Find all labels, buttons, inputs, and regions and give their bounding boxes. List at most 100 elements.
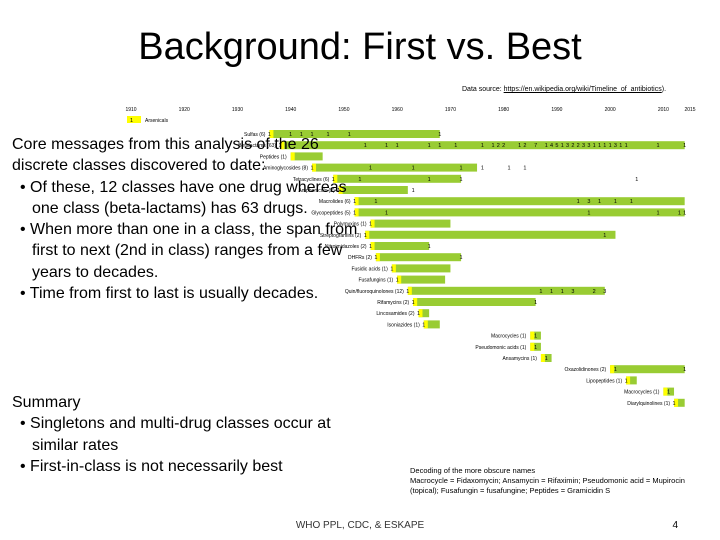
drug-count: 1 [374, 255, 377, 261]
drug-count: 1 [326, 132, 329, 138]
drug-count: 1 [412, 166, 415, 172]
name-decoding: Decoding of the more obscure names Macro… [410, 466, 710, 496]
drug-count: 1 [635, 177, 638, 183]
x-tick-label: 2015 [684, 107, 695, 113]
summary-heading: Summary [12, 394, 81, 411]
drug-count: 3 [614, 143, 617, 149]
class-bar [663, 387, 675, 396]
drug-count: 1 [561, 143, 564, 149]
x-tick-label: 1910 [125, 107, 136, 113]
first-in-class-mark [375, 253, 380, 262]
drug-count: 1 [396, 143, 399, 149]
x-tick-label: 2010 [658, 107, 669, 113]
summary: Summary Singletons and multi-drug classe… [12, 392, 362, 477]
drug-count: 1 [369, 244, 372, 250]
drug-count: 2 [523, 143, 526, 149]
first-in-class-mark [423, 320, 428, 329]
first-in-class-mark [530, 342, 535, 351]
drug-count: 1 [534, 345, 537, 351]
drug-count: 1 [672, 401, 675, 407]
drug-count: 1 [625, 378, 628, 384]
drug-count: 1 [348, 132, 351, 138]
drug-count: 1 [534, 300, 537, 306]
drug-count: 3 [582, 143, 585, 149]
drug-count: 1 [454, 143, 457, 149]
drug-count: 1 [369, 222, 372, 228]
drug-count: 1 [619, 143, 622, 149]
core-bullet: Of these, 12 classes have one drug where… [12, 177, 362, 220]
drug-count: 2 [577, 143, 580, 149]
core-bullets: Of these, 12 classes have one drug where… [12, 177, 362, 305]
drug-count: 1 [539, 289, 542, 295]
decoding-heading: Decoding of the more obscure names [410, 466, 536, 475]
drug-count: 1 [460, 177, 463, 183]
class-bar [290, 152, 323, 161]
first-in-class-mark [269, 130, 274, 138]
drug-count: 1 [417, 311, 420, 317]
first-in-class-mark [540, 354, 545, 362]
x-tick-label: 1940 [285, 107, 296, 113]
drug-count: 1 [300, 132, 303, 138]
class-bar [280, 141, 685, 150]
drug-count: 1 [428, 244, 431, 250]
x-tick-label: 1980 [498, 107, 509, 113]
class-bar [530, 331, 541, 340]
class-label: Lincosamides (2) [376, 311, 414, 317]
class-label: Fusafungins (1) [358, 278, 393, 284]
drug-count: 4 [550, 143, 553, 149]
drug-count: 1 [412, 188, 415, 194]
class-bar [674, 398, 685, 407]
class-label: Sulfas (6) [244, 132, 266, 138]
first-in-class-mark [312, 163, 317, 172]
drug-count: 2 [593, 289, 596, 295]
drug-count: 1 [593, 143, 596, 149]
data-source-link[interactable]: https://en.wikipedia.org/wiki/Timeline_o… [503, 86, 662, 93]
class-bar [354, 197, 685, 206]
drug-count: 1 [428, 177, 431, 183]
class-label: Fusidic acids (1) [351, 266, 388, 272]
class-bar [413, 298, 536, 306]
first-in-class-mark [530, 331, 535, 340]
drug-count: 2 [502, 143, 505, 149]
x-tick-label: 1950 [338, 107, 349, 113]
drug-count: 1 [396, 278, 399, 284]
drug-count: 1 [614, 367, 617, 373]
class-bar [540, 354, 552, 362]
first-in-class-mark [407, 286, 412, 295]
drug-count: 1 [614, 199, 617, 205]
first-in-class-mark [370, 219, 375, 228]
drug-count: 1 [603, 143, 606, 149]
x-tick-label: 1920 [179, 107, 190, 113]
class-bar [626, 376, 637, 385]
first-in-class-mark [413, 298, 418, 306]
class-bar [375, 253, 462, 262]
x-tick-label: 1960 [392, 107, 403, 113]
drug-count: 1 [683, 210, 686, 216]
class-label: Isoniazides (1) [387, 322, 420, 328]
summary-bullet: Singletons and multi-drug classes occur … [12, 413, 362, 456]
first-in-class-mark [418, 309, 423, 318]
slide-title: Background: First vs. Best [138, 26, 582, 68]
drug-count: 1 [422, 322, 425, 328]
drug-count: 1 [481, 166, 484, 172]
drug-count: 1 [491, 143, 494, 149]
drug-count: 1 [438, 132, 441, 138]
class-label: Lipopeptides (1) [586, 378, 622, 384]
core-bullet: When more than one in a class, the span … [12, 219, 362, 283]
drug-count: 1 [678, 210, 681, 216]
drug-count: 1 [545, 143, 548, 149]
drug-count: 1 [460, 255, 463, 261]
summary-bullets: Singletons and multi-drug classes occur … [12, 413, 362, 477]
first-in-class-mark [280, 141, 285, 150]
drug-count: 1 [364, 143, 367, 149]
drug-count: 3 [566, 143, 569, 149]
class-label: Ansamycins (1) [502, 356, 537, 362]
class-label: Peptides (1) [260, 154, 287, 160]
class-bar [418, 309, 430, 318]
drug-count: 1 [625, 143, 628, 149]
drug-count: 3 [603, 289, 606, 295]
drug-count: 1 [385, 210, 388, 216]
data-source: Data source: https://en.wikipedia.org/wi… [462, 86, 666, 93]
class-bar [397, 275, 446, 284]
